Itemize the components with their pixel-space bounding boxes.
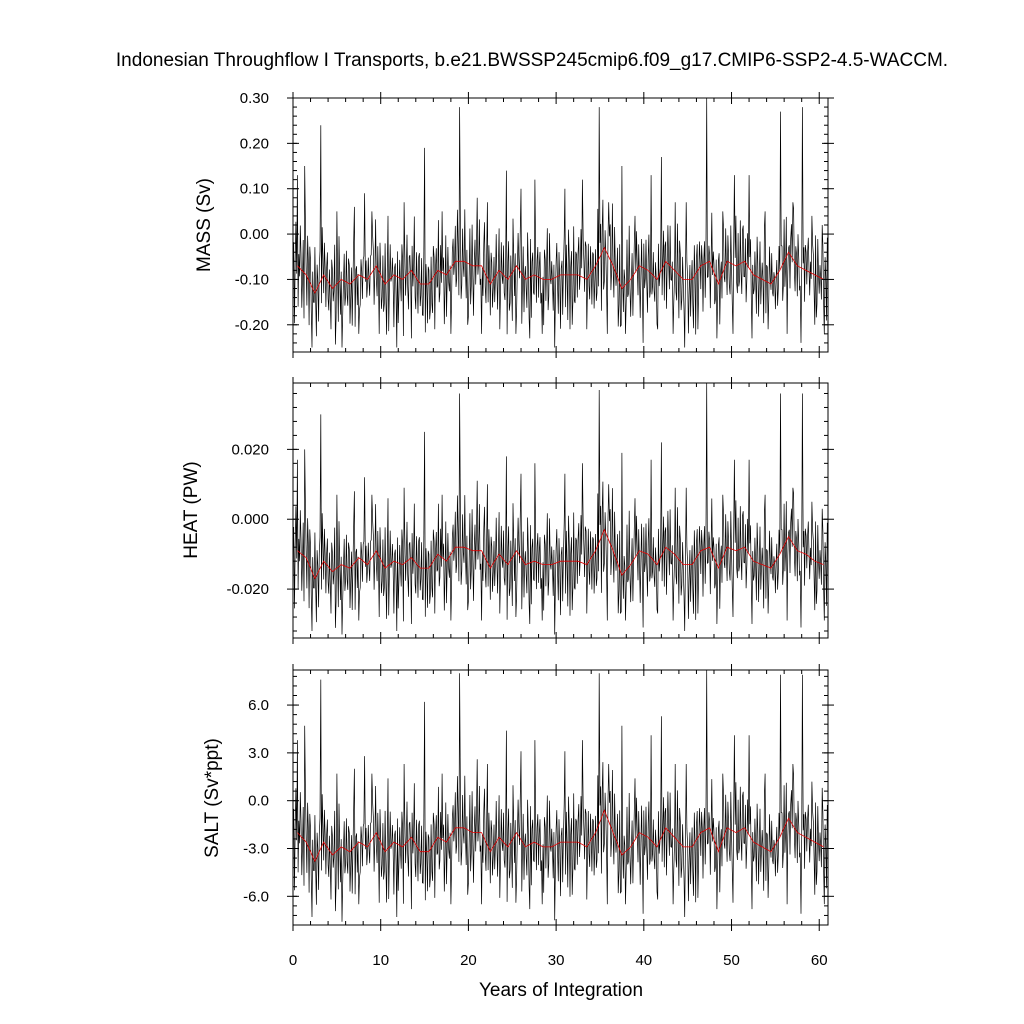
annual-mean-line bbox=[297, 528, 824, 580]
monthly-series-line bbox=[292, 97, 828, 348]
annual-mean-line bbox=[297, 809, 824, 863]
x-tick-label: 50 bbox=[723, 952, 740, 969]
y-tick-label: -0.10 bbox=[235, 271, 269, 288]
x-tick-label: 20 bbox=[460, 952, 477, 969]
y-tick-label: 0.10 bbox=[240, 181, 269, 198]
y-tick-label: -6.0 bbox=[243, 888, 269, 905]
x-axis-title: Years of Integration bbox=[479, 980, 643, 1001]
monthly-series-line bbox=[292, 382, 828, 635]
y-tick-label: -0.20 bbox=[235, 317, 269, 334]
panel-frame bbox=[292, 669, 829, 926]
y-tick-label: -0.020 bbox=[226, 581, 269, 598]
y-tick-label: 0.000 bbox=[231, 511, 269, 528]
panel-mass: MASS (Sv) 0.30 0.20 0.10 0.00 -0.10 -0.20 bbox=[194, 90, 834, 358]
x-tick-label: 0 bbox=[289, 952, 297, 969]
x-tick-label: 60 bbox=[811, 952, 828, 969]
y-tick-label: 0.0 bbox=[248, 793, 269, 810]
panel-salt-ylabel: SALT (Sv*ppt) bbox=[202, 738, 223, 858]
y-tick-label: 3.0 bbox=[248, 745, 269, 762]
panel-frame bbox=[292, 382, 829, 639]
y-tick-label: 0.00 bbox=[240, 226, 269, 243]
annual-mean-line bbox=[297, 246, 824, 294]
x-axis: 0 10 20 30 40 50 60 bbox=[289, 952, 828, 969]
y-tick-label: 0.20 bbox=[240, 135, 269, 152]
chart-title: Indonesian Throughflow I Transports, b.e… bbox=[116, 50, 948, 71]
panel-heat: HEAT (PW) 0.020 0.000 -0.020 bbox=[181, 377, 834, 644]
panel-mass-ylabel: MASS (Sv) bbox=[194, 178, 215, 272]
monthly-series-line bbox=[292, 669, 828, 922]
y-tick-label: 0.020 bbox=[231, 441, 269, 458]
y-tick-label: 6.0 bbox=[248, 697, 269, 714]
y-tick-label: 0.30 bbox=[240, 90, 269, 107]
y-tick-label: -3.0 bbox=[243, 841, 269, 858]
x-tick-label: 10 bbox=[372, 952, 389, 969]
panel-heat-ylabel: HEAT (PW) bbox=[181, 461, 202, 558]
x-tick-label: 30 bbox=[548, 952, 565, 969]
panel-salt: SALT (Sv*ppt) 6.0 3.0 0.0 -3.0 -6.0 bbox=[202, 664, 834, 931]
x-tick-label: 40 bbox=[635, 952, 652, 969]
